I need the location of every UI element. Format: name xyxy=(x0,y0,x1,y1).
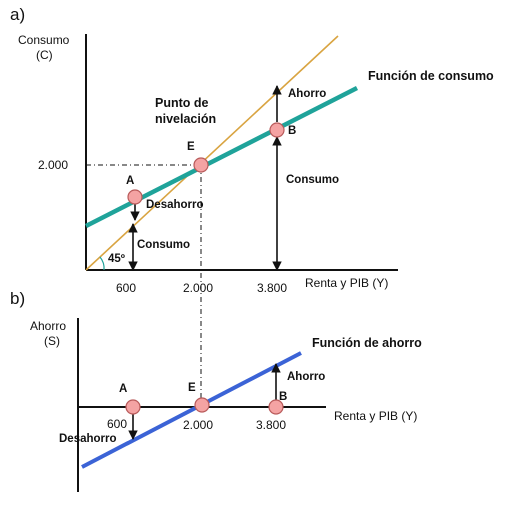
saving-function-line xyxy=(81,351,302,469)
point-a-saving xyxy=(125,399,141,415)
desahorro-a-label: Desahorro xyxy=(146,199,204,211)
point-e-saving xyxy=(194,397,210,413)
point-e-saving-label: E xyxy=(188,382,196,394)
point-e-label: E xyxy=(187,141,195,153)
angle-label: 45º xyxy=(108,253,125,265)
point-b xyxy=(269,122,285,138)
panel-b-x-title: Renta y PIB (Y) xyxy=(334,409,417,423)
panel-b-tag: b) xyxy=(10,289,25,308)
panel-b-x-tick-600: 600 xyxy=(107,417,127,431)
panel-a-x-tick-600: 600 xyxy=(116,281,136,295)
point-a-label: A xyxy=(126,175,134,187)
ahorro-label: Ahorro xyxy=(287,371,325,383)
panel-b-y-title-1: Ahorro xyxy=(30,319,66,333)
point-b-saving-label: B xyxy=(279,391,287,403)
point-b-saving xyxy=(268,399,284,415)
point-b-label: B xyxy=(288,125,296,137)
point-a-saving-label: A xyxy=(119,383,127,395)
panel-a-y-title-1: Consumo xyxy=(18,33,70,47)
panel-b-y-title-2: (S) xyxy=(44,334,60,348)
panel-a: a) Consumo (C) Renta y PIB (Y) 45º Funci… xyxy=(10,5,494,407)
panel-b-x-tick-2000: 2.000 xyxy=(183,418,213,432)
panel-b-x-tick-3800: 3.800 xyxy=(256,418,286,432)
break-even-label-1: Punto de xyxy=(155,96,209,110)
panel-a-tag: a) xyxy=(10,5,25,24)
panel-b: b) Ahorro (S) Renta y PIB (Y) Función de… xyxy=(10,289,422,492)
consumo-a-label: Consumo xyxy=(137,239,190,251)
consumption-function-label: Función de consumo xyxy=(368,69,494,83)
desahorro-label: Desahorro xyxy=(59,433,117,445)
panel-a-x-tick-2000: 2.000 xyxy=(183,281,213,295)
saving-function-label: Función de ahorro xyxy=(312,336,422,350)
guide-45-line xyxy=(85,35,339,271)
panel-a-y-title-2: (C) xyxy=(36,48,53,62)
angle-arc xyxy=(99,256,105,271)
y-tick-2000: 2.000 xyxy=(38,158,68,172)
panel-a-x-tick-3800: 3.800 xyxy=(257,281,287,295)
break-even-label-2: nivelación xyxy=(155,112,216,126)
consumption-function-line xyxy=(84,85,359,229)
point-a xyxy=(127,189,143,205)
consumo-b-label: Consumo xyxy=(286,174,339,186)
point-e xyxy=(193,157,209,173)
ahorro-b-label: Ahorro xyxy=(288,88,326,100)
panel-a-x-title: Renta y PIB (Y) xyxy=(305,276,388,290)
